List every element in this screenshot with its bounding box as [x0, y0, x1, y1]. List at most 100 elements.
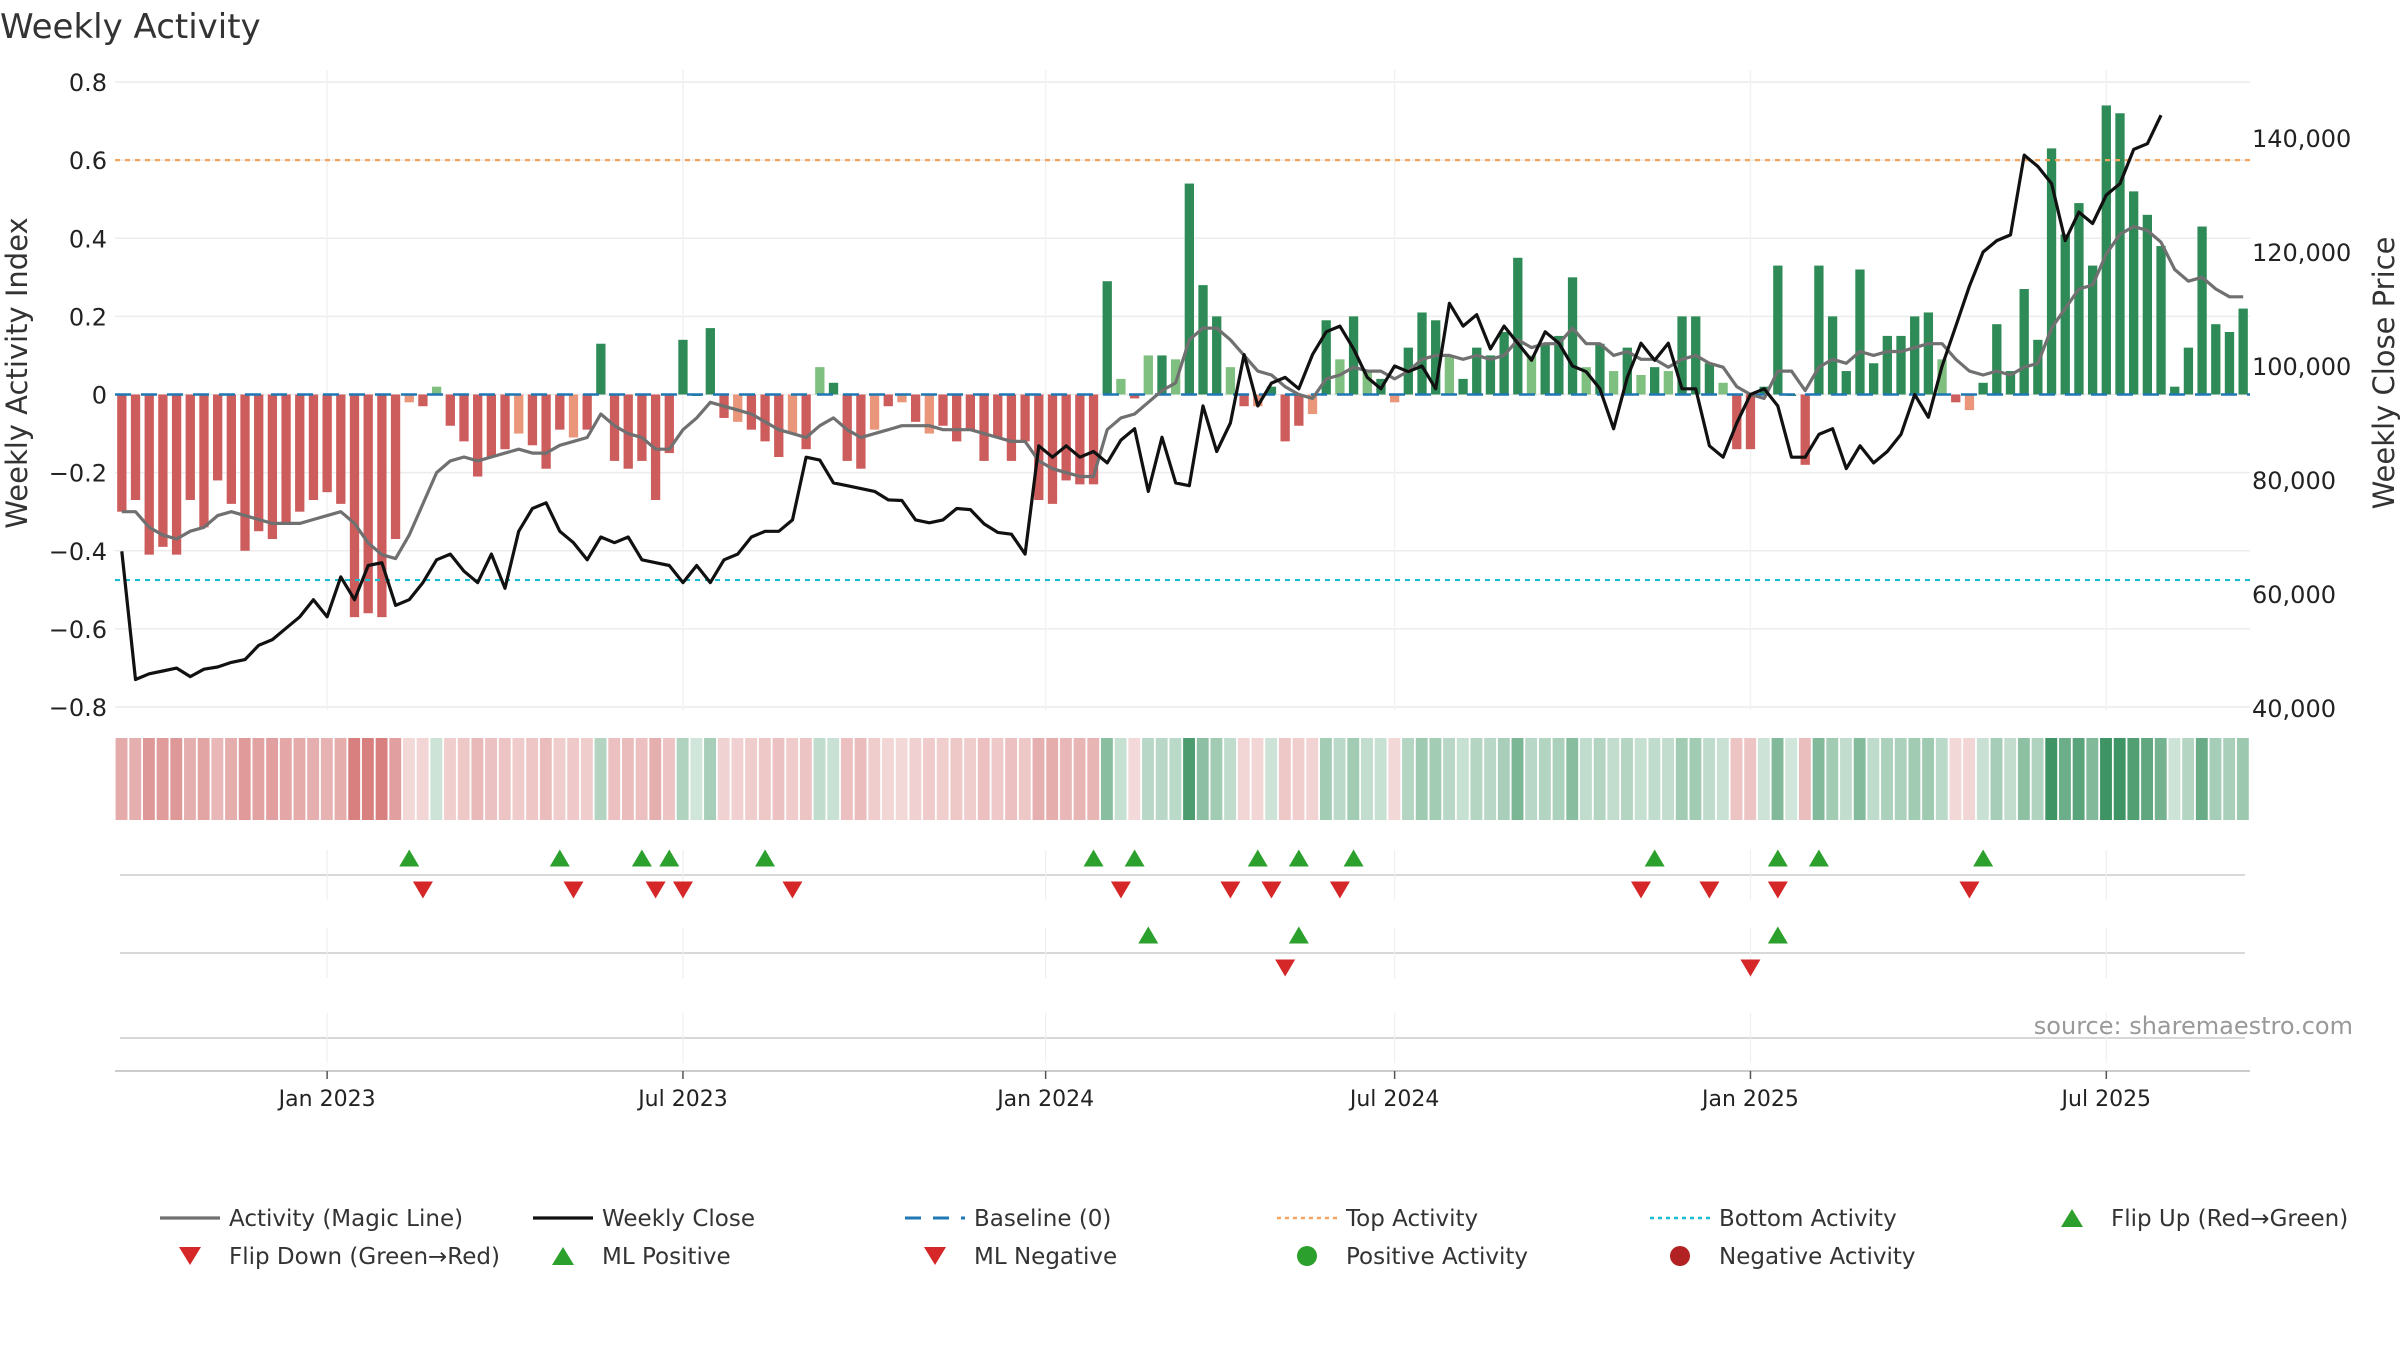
flip-up-marker — [755, 849, 776, 867]
activity-bar — [1677, 316, 1687, 395]
activity-bar — [1417, 312, 1427, 395]
heat-cell — [252, 738, 265, 820]
heat-cell — [1894, 738, 1907, 820]
heat-cell — [1826, 738, 1839, 820]
heat-cell — [1402, 738, 1414, 820]
activity-bar — [281, 394, 291, 524]
activity-bar — [267, 394, 278, 540]
legend-label: Weekly Close — [602, 1206, 755, 1232]
activity-bar — [1307, 394, 1318, 415]
heat-cell — [1429, 738, 1442, 820]
activity-bar — [760, 394, 770, 442]
x-tick-label: Jul 2025 — [2060, 1087, 2152, 1112]
legend-label: Activity (Magic Line) — [229, 1206, 463, 1232]
activity-bar — [1636, 374, 1646, 395]
legend-label: Baseline (0) — [974, 1206, 1111, 1232]
activity-bar — [514, 394, 524, 434]
activity-bar — [1431, 320, 1441, 395]
activity-bar — [1184, 183, 1194, 395]
activity-bar — [678, 339, 688, 395]
heat-cell — [1785, 738, 1798, 820]
activity-bar — [2046, 148, 2057, 395]
heat-cell — [772, 738, 785, 820]
heat-cell — [307, 738, 320, 820]
activity-bar — [1608, 371, 1619, 395]
heat-cell — [197, 738, 210, 820]
heat-cell — [266, 738, 279, 820]
heat-cell — [1881, 738, 1893, 820]
heat-cell — [1552, 738, 1565, 820]
flip-down-marker — [1220, 881, 1241, 899]
heat-cell — [485, 738, 498, 820]
heat-cell — [2223, 738, 2236, 820]
heat-cell — [2045, 738, 2058, 820]
heat-cell — [2031, 738, 2044, 820]
heat-cell — [2100, 738, 2112, 820]
activity-bar — [1239, 394, 1249, 407]
activity-bar — [746, 394, 757, 430]
activity-bar — [1595, 343, 1605, 395]
activity-bar — [1868, 363, 1879, 395]
activity-bar — [1198, 285, 1208, 395]
activity-bar — [404, 394, 414, 403]
activity-bar — [938, 394, 948, 426]
activity-bar — [185, 394, 195, 500]
heat-cell — [731, 738, 744, 820]
heat-cell — [1593, 738, 1606, 820]
magic-line-series — [121, 224, 2244, 561]
heat-cell — [553, 738, 566, 820]
heat-cell — [827, 738, 840, 820]
activity-bar — [1129, 394, 1140, 399]
heat-cell — [2072, 738, 2085, 820]
activity-bar — [1622, 347, 1632, 395]
activity-bar — [527, 394, 538, 446]
heat-cell — [964, 738, 977, 820]
activity-bar — [2033, 339, 2043, 395]
activity-bar — [158, 394, 168, 547]
activity-bar — [2115, 113, 2125, 395]
heat-cell — [1059, 738, 1072, 820]
heat-cell — [868, 738, 881, 820]
y-tick-label: 0 — [92, 382, 107, 410]
heat-cell — [1853, 738, 1866, 820]
heat-cell — [882, 738, 894, 820]
heat-cell — [403, 738, 415, 820]
legend-swatch-triangle-up — [2061, 1209, 2083, 1227]
y-axis-label: Weekly Activity Index — [0, 217, 34, 528]
activity-bar — [1827, 316, 1838, 395]
activity-bar — [2170, 386, 2180, 395]
flip-up-marker — [1808, 849, 1829, 867]
heat-cell — [1484, 738, 1497, 820]
heat-cell — [320, 738, 333, 820]
activity-bar — [596, 343, 606, 395]
y2-tick-label: 80,000 — [2252, 467, 2336, 495]
heat-cell — [238, 738, 251, 820]
heat-cell — [1757, 738, 1770, 820]
activity-bar — [1978, 382, 1988, 395]
heat-cell — [1278, 738, 1291, 820]
activity-bar — [1294, 394, 1304, 426]
heat-cell — [1703, 738, 1716, 820]
heat-cell — [854, 738, 867, 820]
activity-bar — [1800, 394, 1810, 465]
flip-down-marker — [782, 881, 803, 899]
activity-bar — [1841, 371, 1851, 395]
activity-bar — [664, 394, 674, 454]
x-tick-label: Jan 2024 — [995, 1087, 1094, 1112]
legend-label: ML Positive — [602, 1244, 731, 1270]
flip-up-marker — [1767, 849, 1788, 867]
activity-bar — [130, 394, 141, 500]
heat-cell — [1005, 738, 1018, 820]
heat-cell — [1744, 738, 1757, 820]
heat-cell — [1046, 738, 1059, 820]
activity-bar — [2129, 191, 2139, 395]
activity-bar — [171, 394, 182, 555]
flip-up-marker — [631, 849, 652, 867]
heat-cell — [361, 738, 374, 820]
activity-bar — [431, 386, 442, 395]
activity-bar — [2211, 324, 2221, 395]
heat-cell — [1169, 738, 1182, 820]
heat-cell — [991, 738, 1004, 820]
heat-cell — [498, 738, 511, 820]
